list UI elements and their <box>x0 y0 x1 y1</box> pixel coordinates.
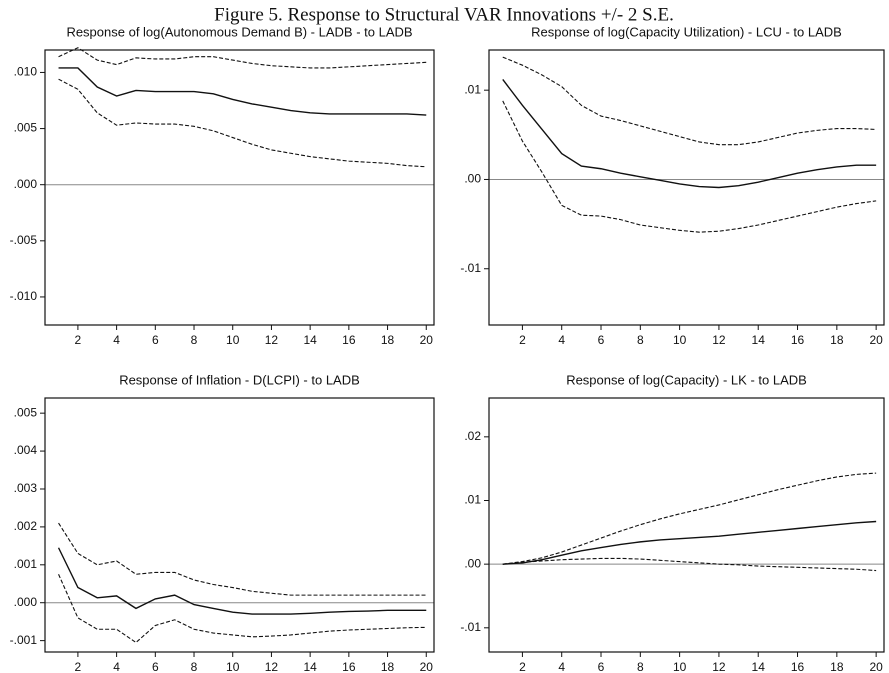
x-tick-label: 8 <box>191 660 198 673</box>
band-line <box>502 56 877 146</box>
x-tick-label: 18 <box>830 333 844 347</box>
band-line <box>58 78 427 168</box>
x-tick-label: 4 <box>558 660 565 673</box>
band-line <box>58 574 427 644</box>
y-tick-label: .01 <box>464 493 481 507</box>
x-tick-label: 6 <box>598 333 605 347</box>
x-tick-label: 14 <box>303 660 317 673</box>
panel-title: Response of Inflation - D(LCPI) - to LAD… <box>119 372 360 387</box>
x-tick-label: 16 <box>342 333 356 347</box>
x-tick-label: 16 <box>342 660 356 673</box>
y-tick-label: .004 <box>14 443 38 457</box>
x-tick-label: 8 <box>191 333 198 347</box>
y-tick-label: -.01 <box>460 620 481 634</box>
x-tick-label: 16 <box>791 660 805 673</box>
x-tick-label: 20 <box>869 660 883 673</box>
x-tick-label: 16 <box>791 333 805 347</box>
x-tick-label: 12 <box>265 333 279 347</box>
y-tick-label: .001 <box>14 557 38 571</box>
response-line <box>502 520 877 565</box>
plot-frame <box>44 49 435 326</box>
x-tick-label: 18 <box>830 660 844 673</box>
x-tick-label: 10 <box>673 660 687 673</box>
band-line <box>502 100 877 233</box>
y-tick-label: .010 <box>14 65 38 79</box>
figure-title: Figure 5. Response to Structural VAR Inn… <box>214 4 674 25</box>
plot-frame <box>44 397 435 653</box>
x-tick-label: 8 <box>637 660 644 673</box>
plot-frame <box>488 49 885 326</box>
y-tick-label: .005 <box>14 405 38 419</box>
x-tick-label: 20 <box>869 333 883 347</box>
y-tick-label: .002 <box>14 519 38 533</box>
x-tick-label: 14 <box>752 333 766 347</box>
x-tick-label: 10 <box>226 333 240 347</box>
y-tick-label: .00 <box>464 556 481 570</box>
x-tick-label: 6 <box>152 660 159 673</box>
x-tick-label: 4 <box>558 333 565 347</box>
band-line <box>58 47 427 69</box>
x-tick-label: 2 <box>519 333 526 347</box>
x-tick-label: 6 <box>598 660 605 673</box>
response-line <box>502 79 877 189</box>
y-tick-label: .005 <box>14 121 38 135</box>
band-line <box>502 472 877 565</box>
x-tick-label: 2 <box>75 660 82 673</box>
x-tick-label: 12 <box>712 333 726 347</box>
y-tick-label: .02 <box>464 429 481 443</box>
response-line <box>57 547 427 615</box>
y-tick-label: -.01 <box>460 261 481 275</box>
x-tick-label: 4 <box>113 333 120 347</box>
x-tick-label: 2 <box>75 333 82 347</box>
plot-frame <box>488 397 885 653</box>
panel-title: Response of log(Capacity Utilization) - … <box>531 24 842 39</box>
y-tick-label: -.001 <box>10 633 38 647</box>
panel-title: Response of log(Autonomous Demand B) - L… <box>66 24 412 39</box>
y-tick-label: .000 <box>14 177 38 191</box>
x-tick-label: 14 <box>752 660 766 673</box>
x-tick-label: 8 <box>637 333 644 347</box>
x-tick-label: 6 <box>152 333 159 347</box>
response-line <box>58 67 427 116</box>
band-line <box>58 522 427 596</box>
x-tick-label: 12 <box>712 660 726 673</box>
x-tick-label: 20 <box>420 333 434 347</box>
x-tick-label: 18 <box>381 660 395 673</box>
y-tick-label: .000 <box>14 595 38 609</box>
x-tick-label: 20 <box>420 660 434 673</box>
x-tick-label: 10 <box>226 660 240 673</box>
y-tick-label: -.005 <box>10 233 38 247</box>
x-tick-label: 14 <box>303 333 317 347</box>
x-tick-label: 18 <box>381 333 395 347</box>
x-tick-label: 4 <box>113 660 120 673</box>
x-tick-label: 10 <box>673 333 687 347</box>
x-tick-label: 2 <box>519 660 526 673</box>
y-tick-label: .01 <box>464 82 481 96</box>
y-tick-label: .003 <box>14 481 38 495</box>
panel-title: Response of log(Capacity) - LK - to LADB <box>566 372 807 387</box>
y-tick-label: .00 <box>464 172 481 186</box>
y-tick-label: -.010 <box>10 289 38 303</box>
band-line <box>502 557 877 572</box>
x-tick-label: 12 <box>265 660 279 673</box>
